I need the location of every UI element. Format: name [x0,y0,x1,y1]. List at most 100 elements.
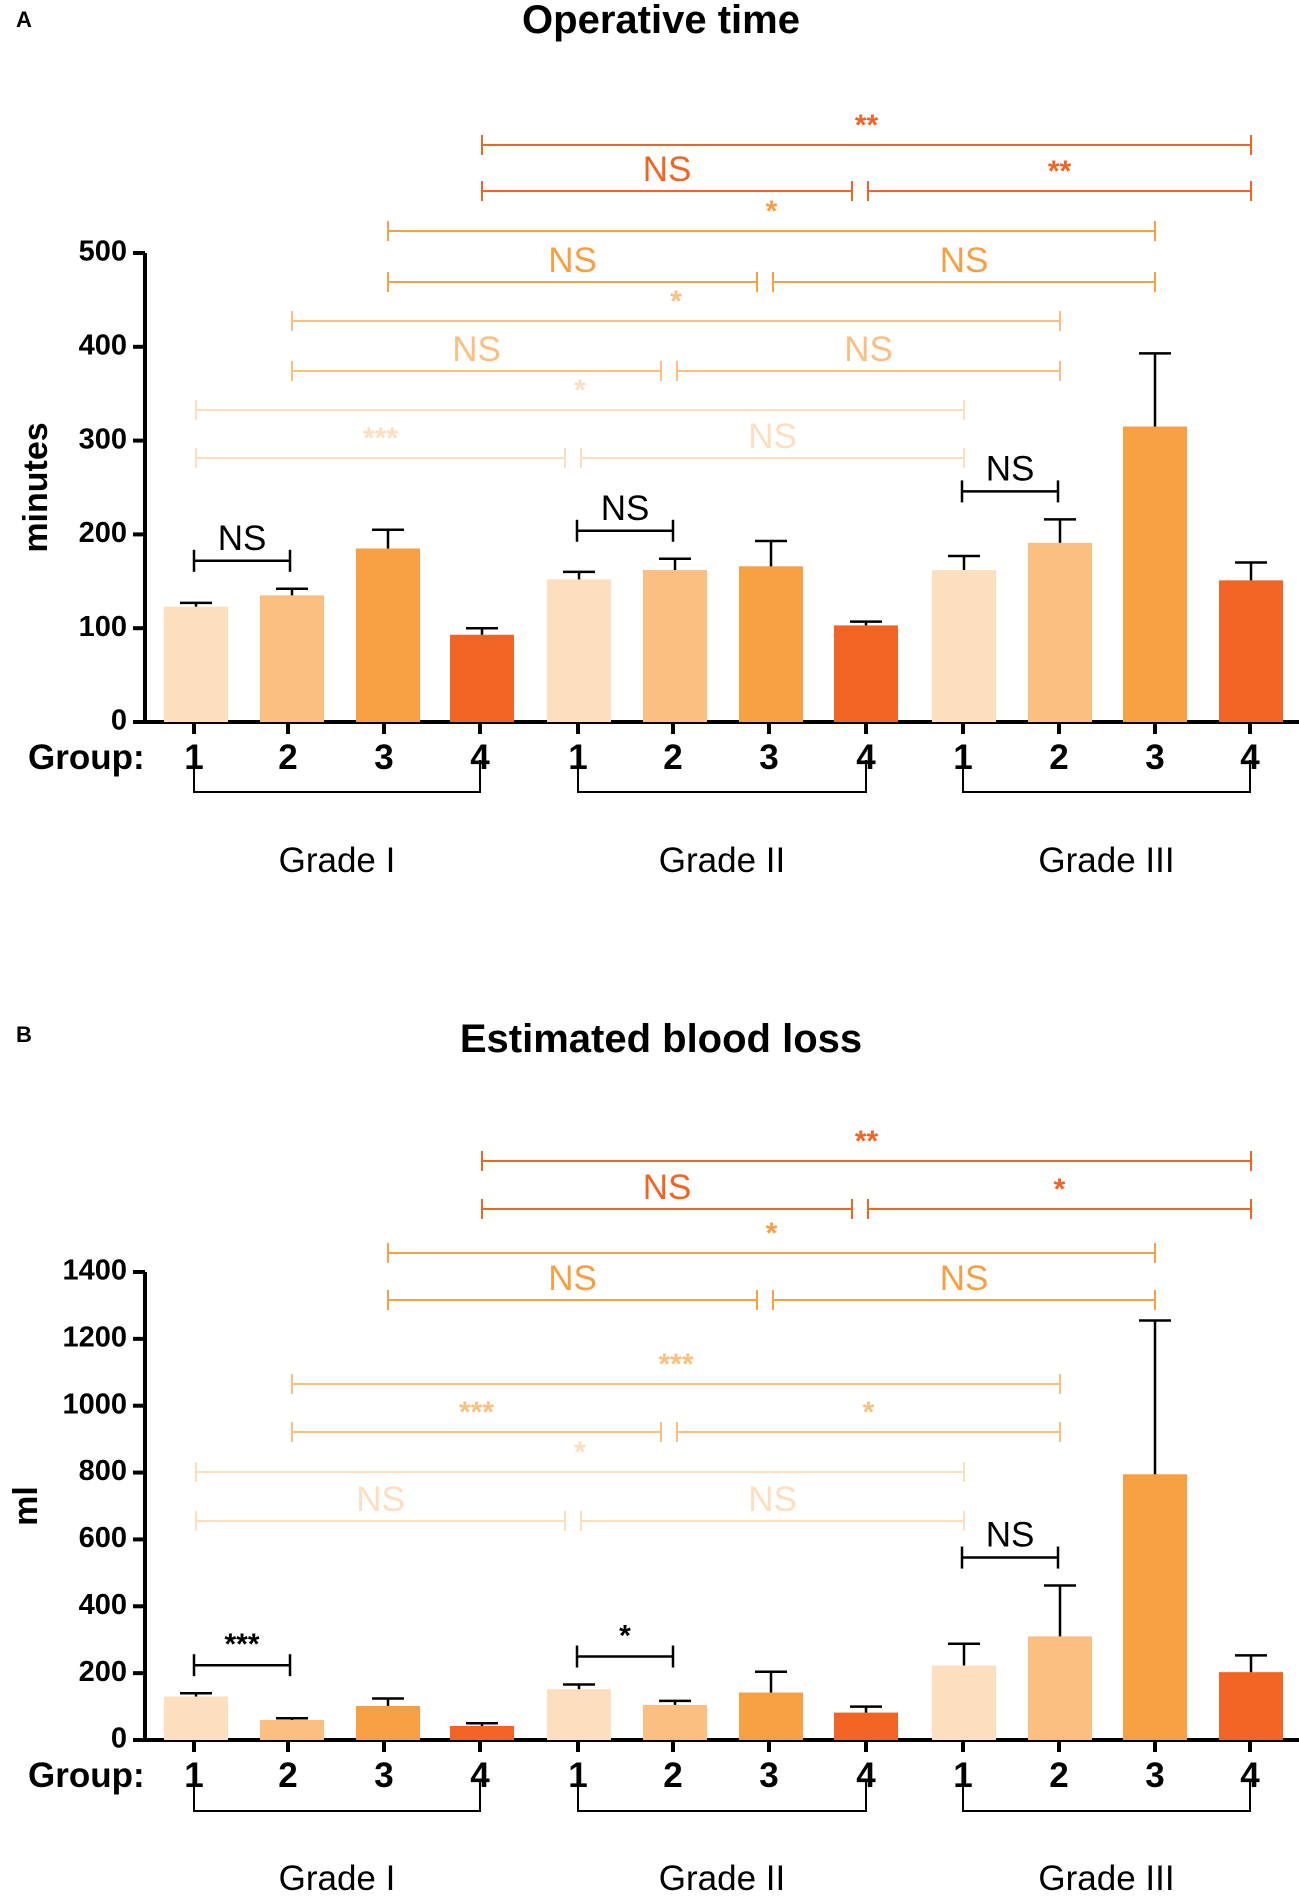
local-bracket-label: * [619,1620,631,1653]
bar [1219,580,1283,722]
panel-label: A [16,7,32,32]
bar [356,548,420,722]
comparison-label: NS [356,1480,405,1519]
x-tick-label: 3 [1145,738,1164,777]
comparison-label: NS [643,1168,692,1207]
grade-label: Grade I [279,841,396,880]
x-tick-label: 4 [1240,1756,1260,1795]
y-tick-label: 200 [79,1656,127,1688]
y-tick-label: 400 [79,329,127,361]
x-tick-label: 2 [278,738,297,777]
comparison-label: ** [855,1125,879,1158]
comparison-label: NS [748,417,797,456]
y-tick-label: 1200 [62,1322,127,1354]
x-tick-label: 3 [759,738,778,777]
bar [643,570,707,722]
grade-label: Grade III [1038,841,1174,880]
bar [643,1704,707,1740]
grade-bracket [193,1779,481,1812]
x-tick-label: 4 [470,738,490,777]
y-tick-label: 200 [79,517,127,549]
x-tick-label: 2 [278,1756,297,1795]
y-tick-label: 0 [111,705,127,737]
x-tick-label: 4 [856,1756,876,1795]
panel-label: B [16,1022,32,1047]
comparison-label: ** [1048,155,1072,188]
comparison-label: * [766,1217,778,1250]
local-bracket-label: NS [986,449,1035,488]
bar [260,595,324,722]
comparison-label: NS [940,1259,989,1298]
group-axis-label: Group: [28,1756,145,1795]
x-tick-label: 3 [759,1756,778,1795]
comparison-label: *** [658,1348,693,1381]
comparison-label: * [574,374,586,407]
y-tick-label: 500 [79,236,127,268]
y-tick-label: 400 [79,1589,127,1621]
bar [260,1719,324,1740]
grade-bracket [193,760,481,793]
x-tick-label: 4 [470,1756,490,1795]
bar [1219,1672,1283,1740]
grade-bracket [577,1779,867,1812]
x-tick-label: 1 [568,738,587,777]
x-tick-label: 3 [1145,1756,1164,1795]
x-tick-label: 1 [184,1756,203,1795]
bar [739,566,803,722]
bar [1028,542,1092,722]
local-bracket-label: NS [601,489,650,528]
comparison-label: ** [855,109,879,142]
bar [932,1665,996,1740]
comparison-label: NS [748,1480,797,1519]
grade-label: Grade II [659,841,785,880]
x-tick-label: 1 [568,1756,587,1795]
grade-bracket [577,760,867,793]
comparison-label: *** [459,1396,494,1429]
y-tick-label: 800 [79,1455,127,1487]
bar [164,606,228,722]
x-tick-label: 2 [663,1756,682,1795]
comparison-label: NS [643,150,692,189]
x-tick-label: 4 [1240,738,1260,777]
y-tick-label: 0 [111,1723,127,1755]
local-bracket-label: NS [986,1516,1035,1555]
comparison-label: NS [844,330,893,369]
grade-label: Grade I [279,1859,396,1893]
local-bracket-label: NS [218,519,267,558]
bar [164,1696,228,1740]
bar [834,1712,898,1740]
comparison-label: NS [940,241,989,280]
bar [834,625,898,722]
comparison-label: * [863,1396,875,1429]
group-axis-label: Group: [28,738,145,777]
comparison-label: NS [452,330,501,369]
x-tick-label: 1 [184,738,203,777]
y-axis-label: minutes [17,422,55,552]
local-bracket-label: *** [224,1628,259,1661]
bar [547,1689,611,1740]
chart-title: Estimated blood loss [460,1017,862,1061]
x-tick-label: 2 [663,738,682,777]
comparison-label: * [574,1436,586,1469]
comparison-label: * [1054,1173,1066,1206]
x-tick-label: 1 [953,738,972,777]
y-tick-label: 600 [79,1522,127,1554]
panel-operative-time: A Operative time minutes 0 100 200 300 400 500 Gr… [16,0,1299,880]
bar [932,570,996,722]
grade-label: Grade II [659,1859,785,1893]
comparison-label: NS [548,1259,597,1298]
bar [450,634,514,722]
grade-bracket [962,760,1251,793]
y-tick-label: 1400 [62,1255,127,1287]
panel-estimated-blood-loss: B Estimated blood loss ml 0 200 400 600 800 1000… [7,1017,1299,1898]
x-tick-label: 3 [374,738,393,777]
comparison-label: * [766,195,778,228]
comparison-label: * [670,285,682,318]
comparison-label: NS [548,241,597,280]
bar [450,1725,514,1740]
bar [1028,1636,1092,1740]
bar [356,1705,420,1740]
x-tick-label: 3 [374,1756,393,1795]
